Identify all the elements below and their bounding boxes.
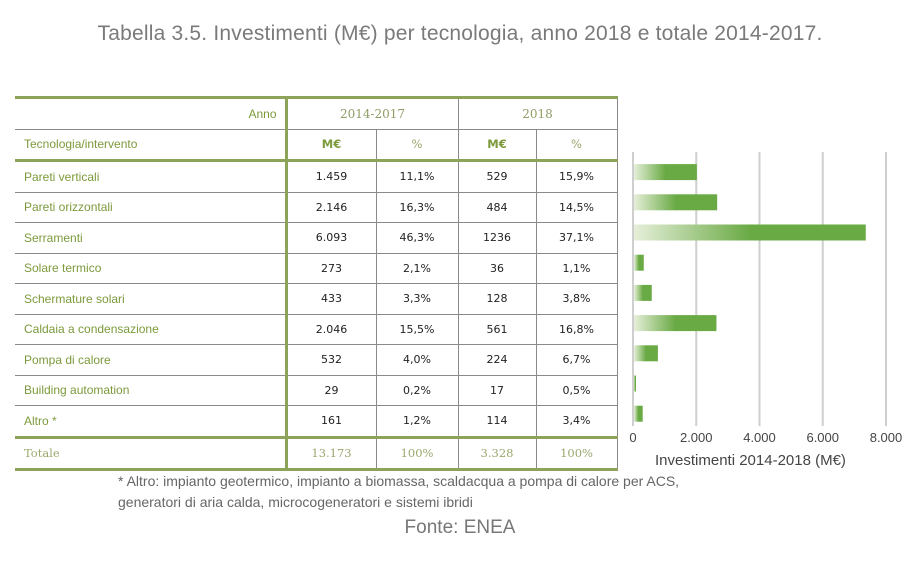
value-pct-2014-2017: 1,2% — [376, 405, 459, 438]
row-label: Pareti orizzontali — [15, 192, 288, 223]
value-meur-2018: 17 — [458, 375, 537, 406]
bar-schermature-solari — [634, 284, 652, 301]
table-row: Pareti orizzontali 2.146 16,3% 484 14,5% — [15, 192, 618, 223]
row-label: Serramenti — [15, 222, 288, 254]
value-pct-2014-2017: 15,5% — [376, 314, 459, 345]
unit-header-meur-2018: M€ — [458, 129, 537, 162]
value-meur-2014-2017: 161 — [286, 405, 377, 438]
x-tick-label: 8.000 — [870, 430, 903, 445]
bar-pareti-orizzontali — [634, 194, 718, 211]
x-axis-label: Investimenti 2014-2018 (M€) — [655, 452, 846, 469]
bar-serramenti — [634, 224, 866, 241]
value-meur-2018: 114 — [458, 405, 537, 438]
value-pct-2014-2017: 4,0% — [376, 344, 459, 376]
row-header-label: Tecnologia/intervento — [15, 129, 288, 162]
row-label: Pompa di calore — [15, 344, 288, 376]
value-meur-2018: 529 — [458, 160, 537, 193]
table-row: Schermature solari 433 3,3% 128 3,8% — [15, 283, 618, 315]
row-label: Pareti verticali — [15, 160, 288, 193]
value-meur-2018: 128 — [458, 283, 537, 315]
total-label: Totale — [15, 435, 288, 471]
table-row: Building automation 29 0,2% 17 0,5% — [15, 375, 618, 406]
footnote: * Altro: impianto geotermico, impianto a… — [118, 471, 679, 513]
x-tick-label: 4.000 — [743, 430, 776, 445]
value-pct-2018: 1,1% — [536, 253, 618, 284]
unit-header-pct-2018: % — [536, 129, 618, 162]
value-pct-2018: 3,8% — [536, 283, 618, 315]
footnote-line: generatori di aria calda, microcogenerat… — [118, 494, 473, 510]
value-meur-2014-2017: 2.046 — [286, 314, 377, 345]
bar-solare-termico — [634, 254, 644, 271]
table-row: Serramenti 6.093 46,3% 1236 37,1% — [15, 222, 618, 254]
value-meur-2014-2017: 6.093 — [286, 222, 377, 254]
table-total-row: Totale 13.173 100% 3.328 100% — [15, 435, 618, 471]
row-label: Caldaia a condensazione — [15, 314, 288, 345]
x-tick-label: 6.000 — [806, 430, 839, 445]
unit-header-meur-2014-2017: M€ — [286, 129, 377, 162]
value-pct-2014-2017: 16,3% — [376, 192, 459, 223]
value-pct-2014-2017: 0,2% — [376, 375, 459, 406]
value-meur-2018: 1236 — [458, 222, 537, 254]
value-meur-2014-2017: 532 — [286, 344, 377, 376]
bar-pompa-di-calore — [634, 345, 658, 362]
bar-caldaia-a-condensazione — [634, 315, 717, 332]
row-label: Solare termico — [15, 253, 288, 284]
source-label: Fonte: ENEA — [404, 517, 516, 538]
value-pct-2018: 3,4% — [536, 405, 618, 438]
value-meur-2018: 484 — [458, 192, 537, 223]
value-pct-2014-2017: 2,1% — [376, 253, 459, 284]
investment-table: Anno 2014-2017 2018 Tecnologia/intervent… — [15, 96, 618, 471]
value-pct-2018: 0,5% — [536, 375, 618, 406]
table-row: Solare termico 273 2,1% 36 1,1% — [15, 253, 618, 284]
table-row: Pompa di calore 532 4,0% 224 6,7% — [15, 344, 618, 376]
table-title: Tabella 3.5. Investimenti (M€) per tecno… — [97, 22, 823, 45]
value-meur-2014-2017: 1.459 — [286, 160, 377, 193]
group-header-2014-2017: 2014-2017 — [286, 96, 459, 130]
table-row: Altro * 161 1,2% 114 3,4% — [15, 405, 618, 438]
x-tick-label: 0 — [629, 430, 636, 445]
value-pct-2018: 14,5% — [536, 192, 618, 223]
value-pct-2014-2017: 3,3% — [376, 283, 459, 315]
row-label: Schermature solari — [15, 283, 288, 315]
value-meur-2018: 561 — [458, 314, 537, 345]
value-meur-2014-2017: 433 — [286, 283, 377, 315]
value-meur-2014-2017: 2.146 — [286, 192, 377, 223]
x-tick-label: 2.000 — [680, 430, 713, 445]
anno-label: Anno — [15, 96, 288, 130]
value-pct-2014-2017: 11,1% — [376, 160, 459, 193]
bar-building-automation — [634, 375, 636, 392]
total-meur-2014-2017: 13.173 — [286, 435, 377, 471]
table-header-year-row: Anno 2014-2017 2018 — [15, 96, 618, 130]
investment-bar-chart: 0 2.000 4.000 6.000 8.000 — [629, 152, 903, 445]
total-meur-2018: 3.328 — [458, 435, 537, 471]
bar-altro — [634, 405, 643, 422]
bar-pareti-verticali — [634, 164, 697, 181]
unit-header-pct-2014-2017: % — [376, 129, 459, 162]
value-meur-2014-2017: 29 — [286, 375, 377, 406]
total-pct-2018: 100% — [536, 435, 618, 471]
table-row: Caldaia a condensazione 2.046 15,5% 561 16,8… — [15, 314, 618, 345]
footnote-line: * Altro: impianto geotermico, impianto a… — [118, 473, 680, 489]
row-label: Building automation — [15, 375, 288, 406]
total-pct-2014-2017: 100% — [376, 435, 459, 471]
value-meur-2018: 224 — [458, 344, 537, 376]
value-pct-2014-2017: 46,3% — [376, 222, 459, 254]
table-row: Pareti verticali 1.459 11,1% 529 15,9% — [15, 160, 618, 193]
value-pct-2018: 37,1% — [536, 222, 618, 254]
value-pct-2018: 16,8% — [536, 314, 618, 345]
value-pct-2018: 6,7% — [536, 344, 618, 376]
group-header-2018: 2018 — [458, 96, 618, 130]
row-label: Altro * — [15, 405, 288, 438]
value-meur-2018: 36 — [458, 253, 537, 284]
value-meur-2014-2017: 273 — [286, 253, 377, 284]
table-header-unit-row: Tecnologia/intervento M€ % M€ % — [15, 129, 618, 162]
value-pct-2018: 15,9% — [536, 160, 618, 193]
